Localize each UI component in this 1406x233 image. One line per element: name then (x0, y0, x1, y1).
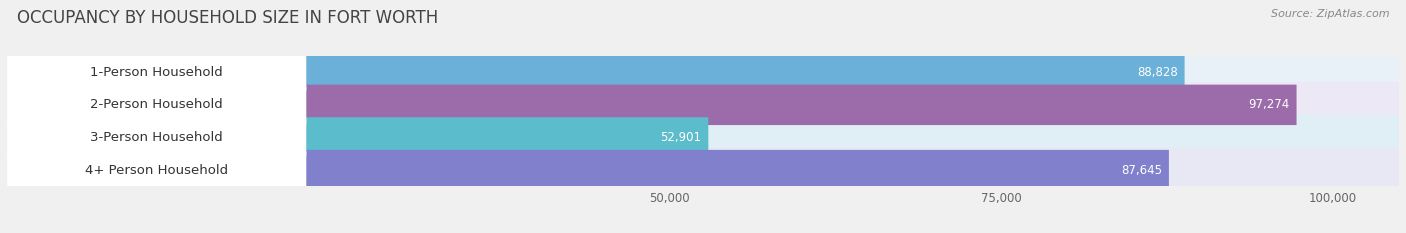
Text: 1-Person Household: 1-Person Household (90, 66, 224, 79)
FancyBboxPatch shape (7, 49, 1399, 95)
FancyBboxPatch shape (7, 115, 1399, 160)
FancyBboxPatch shape (7, 151, 307, 189)
FancyBboxPatch shape (7, 85, 1296, 125)
FancyBboxPatch shape (7, 119, 307, 156)
Text: 3-Person Household: 3-Person Household (90, 131, 224, 144)
FancyBboxPatch shape (7, 86, 307, 124)
FancyBboxPatch shape (7, 150, 1168, 190)
Text: 97,274: 97,274 (1249, 98, 1289, 111)
Text: 52,901: 52,901 (661, 131, 702, 144)
FancyBboxPatch shape (7, 117, 709, 158)
FancyBboxPatch shape (7, 52, 1185, 93)
Text: OCCUPANCY BY HOUSEHOLD SIZE IN FORT WORTH: OCCUPANCY BY HOUSEHOLD SIZE IN FORT WORT… (17, 9, 439, 27)
FancyBboxPatch shape (7, 147, 1399, 193)
Text: Source: ZipAtlas.com: Source: ZipAtlas.com (1271, 9, 1389, 19)
FancyBboxPatch shape (7, 82, 1399, 128)
Text: 2-Person Household: 2-Person Household (90, 98, 224, 111)
Text: 4+ Person Household: 4+ Person Household (86, 164, 228, 177)
FancyBboxPatch shape (7, 53, 307, 91)
Text: 87,645: 87,645 (1121, 164, 1161, 177)
Text: 88,828: 88,828 (1137, 66, 1178, 79)
